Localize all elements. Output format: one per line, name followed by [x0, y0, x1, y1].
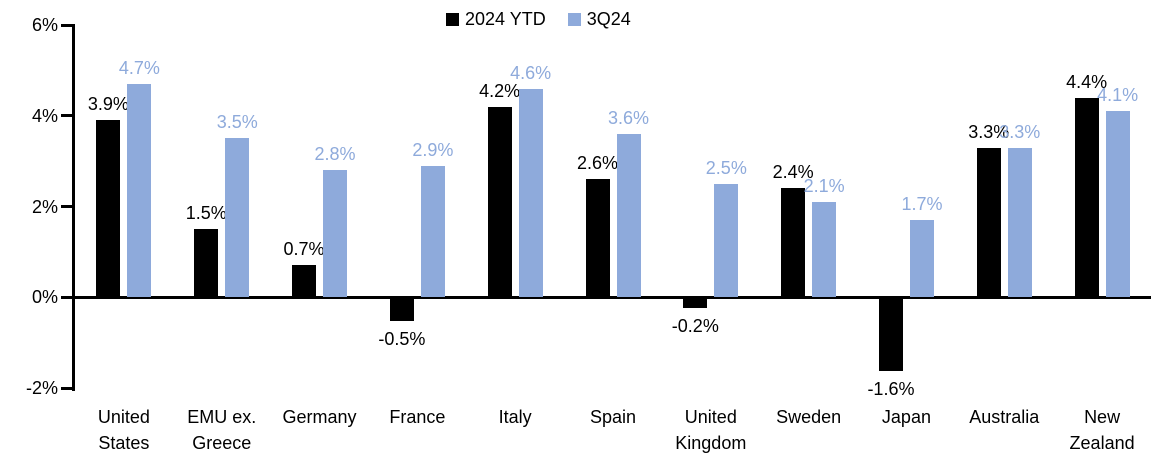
bar-france-2024-ytd [389, 298, 414, 322]
x-label-emu-ex-greece: EMU ex. Greece [187, 407, 257, 453]
bar-label-sweden-3q24: 2.1% [803, 175, 845, 196]
y-axis-tick-label: 2% [31, 196, 58, 217]
bar-label-germany-2024-ytd: 0.7% [283, 239, 325, 260]
bar-australia-2024-ytd [976, 147, 1001, 298]
y-axis-tick [61, 114, 75, 118]
bar-spain-3q24 [616, 133, 641, 298]
x-label-japan: Japan [881, 407, 931, 427]
bar-label-italy-3q24: 4.6% [510, 62, 552, 83]
bar-united-states-2024-ytd [96, 120, 121, 298]
y-axis-tick-label: 0% [31, 287, 58, 308]
x-label-new-zealand: New Zealand [1069, 407, 1135, 453]
y-axis-line [72, 25, 75, 391]
x-label-germany: Germany [282, 407, 357, 427]
bar-australia-3q24 [1007, 147, 1032, 298]
bar-label-spain-2024-ytd: 2.6% [576, 153, 619, 174]
x-label-spain: Spain [589, 407, 637, 427]
legend-swatch-3q24-icon [567, 13, 581, 26]
bar-united-kingdom-3q24 [714, 183, 739, 298]
bar-label-japan-2024-ytd: -1.6% [867, 379, 915, 400]
bar-germany-3q24 [323, 170, 348, 298]
bar-label-new-zealand-3q24: 4.1% [1097, 85, 1139, 106]
x-label-sweden: Sweden [776, 407, 842, 427]
x-label-united-kingdom: United Kingdom [675, 407, 747, 453]
y-axis-tick-label: 4% [31, 105, 58, 126]
bar-label-australia-3q24: 3.3% [999, 121, 1041, 142]
bar-label-france-2024-ytd: -0.5% [378, 329, 426, 350]
x-label-italy: Italy [498, 407, 532, 427]
legend-item-2024-ytd: 2024 YTD [446, 9, 546, 30]
bar-emu-ex-greece-3q24 [225, 138, 250, 298]
bar-label-spain-3q24: 3.6% [607, 107, 650, 128]
bar-emu-ex-greece-2024-ytd [194, 229, 219, 298]
y-axis-tick-label: -2% [25, 378, 58, 398]
bar-united-kingdom-2024-ytd [683, 298, 708, 308]
y-axis-tick [61, 295, 75, 299]
x-label-australia: Australia [969, 407, 1040, 427]
x-label-france: France [389, 407, 446, 427]
bar-spain-2024-ytd [585, 179, 610, 298]
bar-sweden-3q24 [812, 201, 837, 298]
bar-label-japan-3q24: 1.7% [901, 194, 943, 215]
bar-label-united-kingdom-2024-ytd: -0.2% [671, 315, 719, 336]
legend-item-3q24: 3Q24 [567, 9, 631, 30]
bar-italy-3q24 [518, 88, 543, 298]
bar-label-germany-3q24: 2.8% [314, 144, 356, 165]
y-axis-tick-label: 6% [31, 15, 58, 35]
bar-france-3q24 [420, 165, 445, 298]
bar-japan-2024-ytd [878, 298, 903, 372]
bar-label-emu-ex-greece-2024-ytd: 1.5% [185, 203, 227, 224]
bar-label-united-kingdom-3q24: 2.5% [705, 157, 747, 178]
x-axis-line [72, 295, 1151, 299]
bar-japan-3q24 [909, 220, 934, 298]
bar-new-zealand-2024-ytd [1074, 97, 1099, 298]
y-axis-tick [61, 386, 75, 390]
chart-legend: 2024 YTD 3Q24 [446, 9, 631, 30]
x-label-united-states: United States [97, 407, 150, 453]
bar-new-zealand-3q24 [1105, 111, 1130, 298]
legend-swatch-2024-ytd-icon [446, 13, 459, 26]
bar-sweden-2024-ytd [781, 188, 806, 298]
bar-label-sweden-2024-ytd: 2.4% [772, 162, 814, 183]
bar-label-france-3q24: 2.9% [412, 139, 454, 160]
bar-united-states-3q24 [127, 83, 152, 298]
y-axis-tick [61, 23, 75, 27]
bar-germany-2024-ytd [292, 265, 317, 298]
bar-label-australia-2024-ytd: 3.3% [968, 121, 1010, 142]
bar-label-emu-ex-greece-3q24: 3.5% [216, 112, 258, 133]
y-axis-tick [61, 205, 75, 208]
bar-label-united-states-2024-ytd: 3.9% [87, 94, 129, 115]
bar-label-italy-2024-ytd: 4.2% [479, 80, 521, 101]
legend-label-3q24: 3Q24 [586, 9, 631, 29]
legend-label-2024-ytd: 2024 YTD [465, 9, 546, 29]
bar-label-new-zealand-2024-ytd: 4.4% [1066, 71, 1108, 92]
bar-italy-2024-ytd [487, 106, 512, 298]
bar-label-united-states-3q24: 4.7% [118, 57, 160, 78]
